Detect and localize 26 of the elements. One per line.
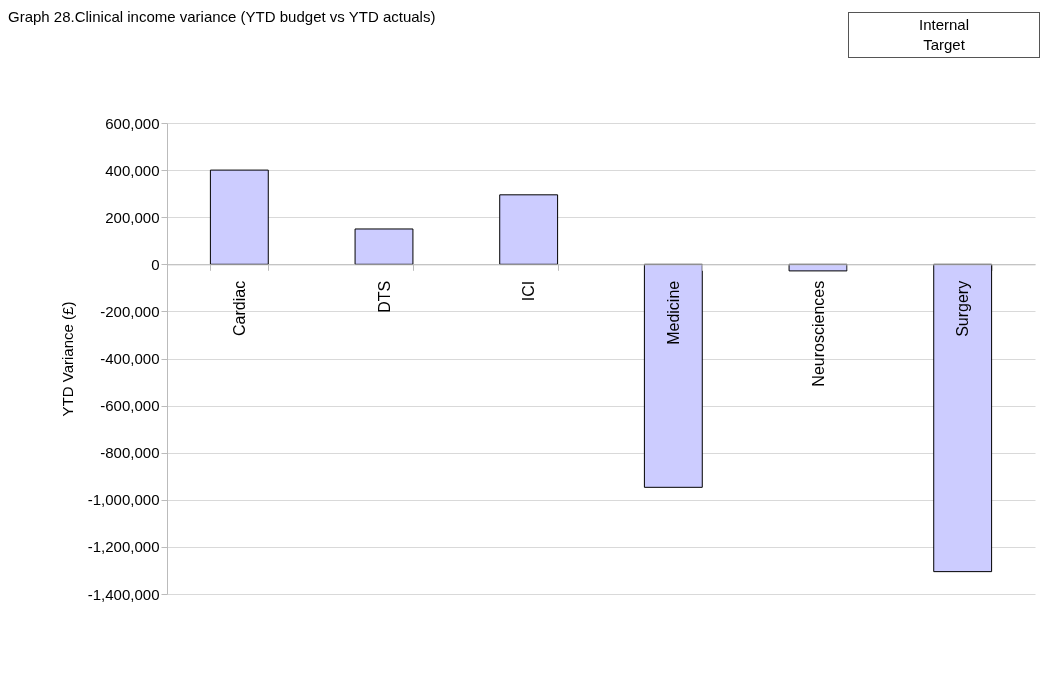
y-tick-label: -1,200,000 bbox=[87, 538, 160, 556]
bar bbox=[354, 228, 414, 265]
y-tick-label: -800,000 bbox=[100, 444, 160, 462]
y-axis-title: YTD Variance (£) bbox=[58, 301, 76, 417]
y-tick-label: 600,000 bbox=[105, 114, 160, 132]
text: Internal Target bbox=[848, 12, 1040, 58]
bar bbox=[643, 263, 703, 488]
x-tick-label: Neurosciences bbox=[809, 280, 827, 387]
x-tick-label: Medicine bbox=[664, 280, 682, 345]
bar bbox=[209, 169, 269, 265]
y-tick-label: 200,000 bbox=[105, 208, 160, 226]
bar bbox=[788, 263, 848, 272]
chart-title: Graph 28.Clinical income variance (YTD budget vs YTD actuals) bbox=[8, 8, 436, 25]
x-tick-label: DTS bbox=[375, 280, 393, 313]
bar bbox=[933, 263, 993, 573]
y-tick-label: 400,000 bbox=[105, 161, 160, 179]
y-tick-label: -600,000 bbox=[100, 397, 160, 415]
x-tick-label: Surgery bbox=[954, 280, 972, 337]
x-tick-label: Cardiac bbox=[230, 280, 248, 336]
y-tick-label: -1,000,000 bbox=[87, 491, 160, 509]
y-tick-label: -400,000 bbox=[100, 350, 160, 367]
y-tick-label: 0 bbox=[151, 255, 160, 273]
x-tick-label: ICI bbox=[520, 280, 538, 302]
y-tick-label: -200,000 bbox=[100, 302, 160, 320]
y-tick-label: -1,400,000 bbox=[87, 585, 160, 603]
bar bbox=[499, 194, 559, 265]
